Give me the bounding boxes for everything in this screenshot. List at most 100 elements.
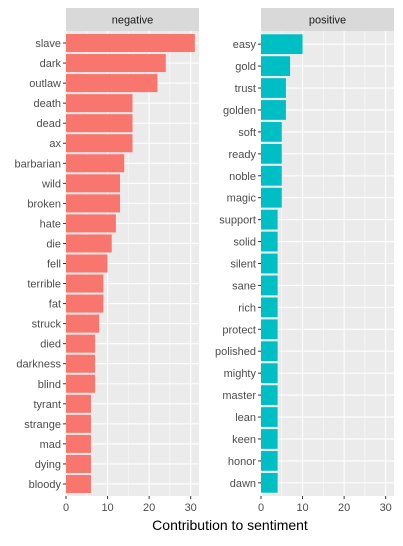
bar-honor: [261, 451, 278, 471]
y-tick-label: fell: [47, 259, 61, 271]
bar-barbarian: [66, 154, 125, 173]
bar-darkness: [66, 354, 96, 373]
bar-trust: [261, 78, 286, 98]
x-tick-label: 0: [63, 502, 69, 514]
strip-label: negative: [112, 15, 154, 27]
bar-keen: [261, 429, 278, 449]
y-tick-label: dawn: [230, 478, 256, 490]
y-tick-label: silent: [230, 259, 256, 271]
y-tick-label: mighty: [224, 368, 257, 380]
y-tick-label: hate: [40, 218, 61, 230]
bar-death: [66, 94, 133, 113]
bar-noble: [261, 165, 282, 186]
bar-rich: [261, 297, 278, 318]
x-tick-label: 10: [296, 502, 308, 514]
bar-slave: [66, 34, 195, 53]
y-tick-label: blind: [38, 379, 61, 391]
bar-dying: [66, 454, 91, 473]
bar-fell: [66, 254, 108, 273]
y-tick-label: death: [33, 98, 61, 110]
y-tick-label: wild: [41, 178, 61, 190]
y-tick-label: dark: [40, 58, 62, 70]
y-tick-label: died: [40, 339, 61, 351]
y-tick-label: dying: [35, 459, 61, 471]
y-tick-label: mad: [40, 439, 61, 451]
strip-background: [261, 8, 394, 31]
y-tick-label: bloody: [29, 479, 62, 491]
y-tick-label: terrible: [27, 279, 61, 291]
bar-easy: [261, 34, 303, 55]
y-tick-label: noble: [229, 171, 256, 183]
x-tick-label: 20: [143, 502, 155, 514]
panel-positive: positive easy gold trust golden soft ready nobl…: [215, 8, 394, 514]
bar-silent: [261, 253, 278, 274]
y-tick-label: ax: [49, 138, 61, 150]
y-tick-label: magic: [227, 193, 257, 205]
x-tick-label: 0: [258, 502, 264, 514]
bar-struck: [66, 314, 100, 333]
bar-ready: [261, 143, 282, 164]
x-axis-title: Contribution to sentiment: [152, 517, 308, 533]
bar-bloody: [66, 474, 91, 493]
y-tick-label: strange: [24, 419, 61, 431]
x-tick-label: 30: [185, 502, 197, 514]
y-tick-label: struck: [32, 319, 62, 331]
x-tick-label: 30: [380, 502, 392, 514]
bar-sane: [261, 275, 278, 296]
bar-master: [261, 385, 278, 405]
y-tick-label: broken: [27, 198, 61, 210]
bar-strange: [66, 414, 91, 433]
bar-solid: [261, 231, 278, 252]
bar-gold: [261, 56, 291, 76]
y-tick-label: lean: [235, 412, 256, 424]
bar-fat: [66, 294, 104, 313]
y-tick-label: die: [46, 238, 61, 250]
bar-lean: [261, 407, 278, 427]
y-tick-label: dead: [37, 118, 61, 130]
bar-polished: [261, 341, 278, 362]
bar-magic: [261, 187, 282, 208]
bar-soft: [261, 122, 282, 142]
y-tick-label: honor: [228, 456, 256, 468]
y-tick-label: barbarian: [15, 158, 61, 170]
bar-outlaw: [66, 74, 158, 93]
y-tick-label: support: [219, 215, 256, 227]
bar-ax: [66, 134, 133, 153]
x-tick-label: 10: [101, 502, 113, 514]
y-tick-label: slave: [35, 38, 61, 50]
bar-broken: [66, 194, 121, 213]
y-tick-label: gold: [235, 61, 256, 73]
bar-terrible: [66, 274, 104, 293]
y-tick-label: darkness: [16, 359, 61, 371]
bar-tyrant: [66, 394, 91, 413]
y-tick-label: keen: [232, 434, 256, 446]
bar-dead: [66, 114, 133, 133]
bar-died: [66, 334, 96, 353]
panel-negative: negative slave dark outlaw death dead ax barbar…: [15, 8, 199, 514]
bar-mad: [66, 434, 91, 453]
bar-hate: [66, 214, 116, 233]
y-tick-label: sane: [232, 280, 256, 292]
y-tick-label: golden: [223, 105, 256, 117]
y-tick-label: rich: [238, 302, 256, 314]
bar-die: [66, 234, 112, 253]
y-tick-label: outlaw: [29, 78, 61, 90]
bar-wild: [66, 174, 121, 193]
y-tick-label: tyrant: [33, 399, 61, 411]
y-tick-label: protect: [222, 324, 256, 336]
bar-protect: [261, 319, 278, 340]
strip-label: positive: [309, 15, 346, 27]
bar-dark: [66, 54, 166, 73]
y-tick-label: master: [222, 390, 256, 402]
y-tick-label: polished: [215, 346, 256, 358]
y-tick-label: ready: [228, 149, 256, 161]
strip-background: [66, 8, 199, 31]
y-tick-label: soft: [238, 127, 256, 139]
bar-mighty: [261, 363, 278, 384]
bar-golden: [261, 100, 286, 120]
bar-dawn: [261, 472, 278, 493]
y-tick-label: solid: [233, 237, 256, 249]
x-tick-label: 20: [338, 502, 350, 514]
